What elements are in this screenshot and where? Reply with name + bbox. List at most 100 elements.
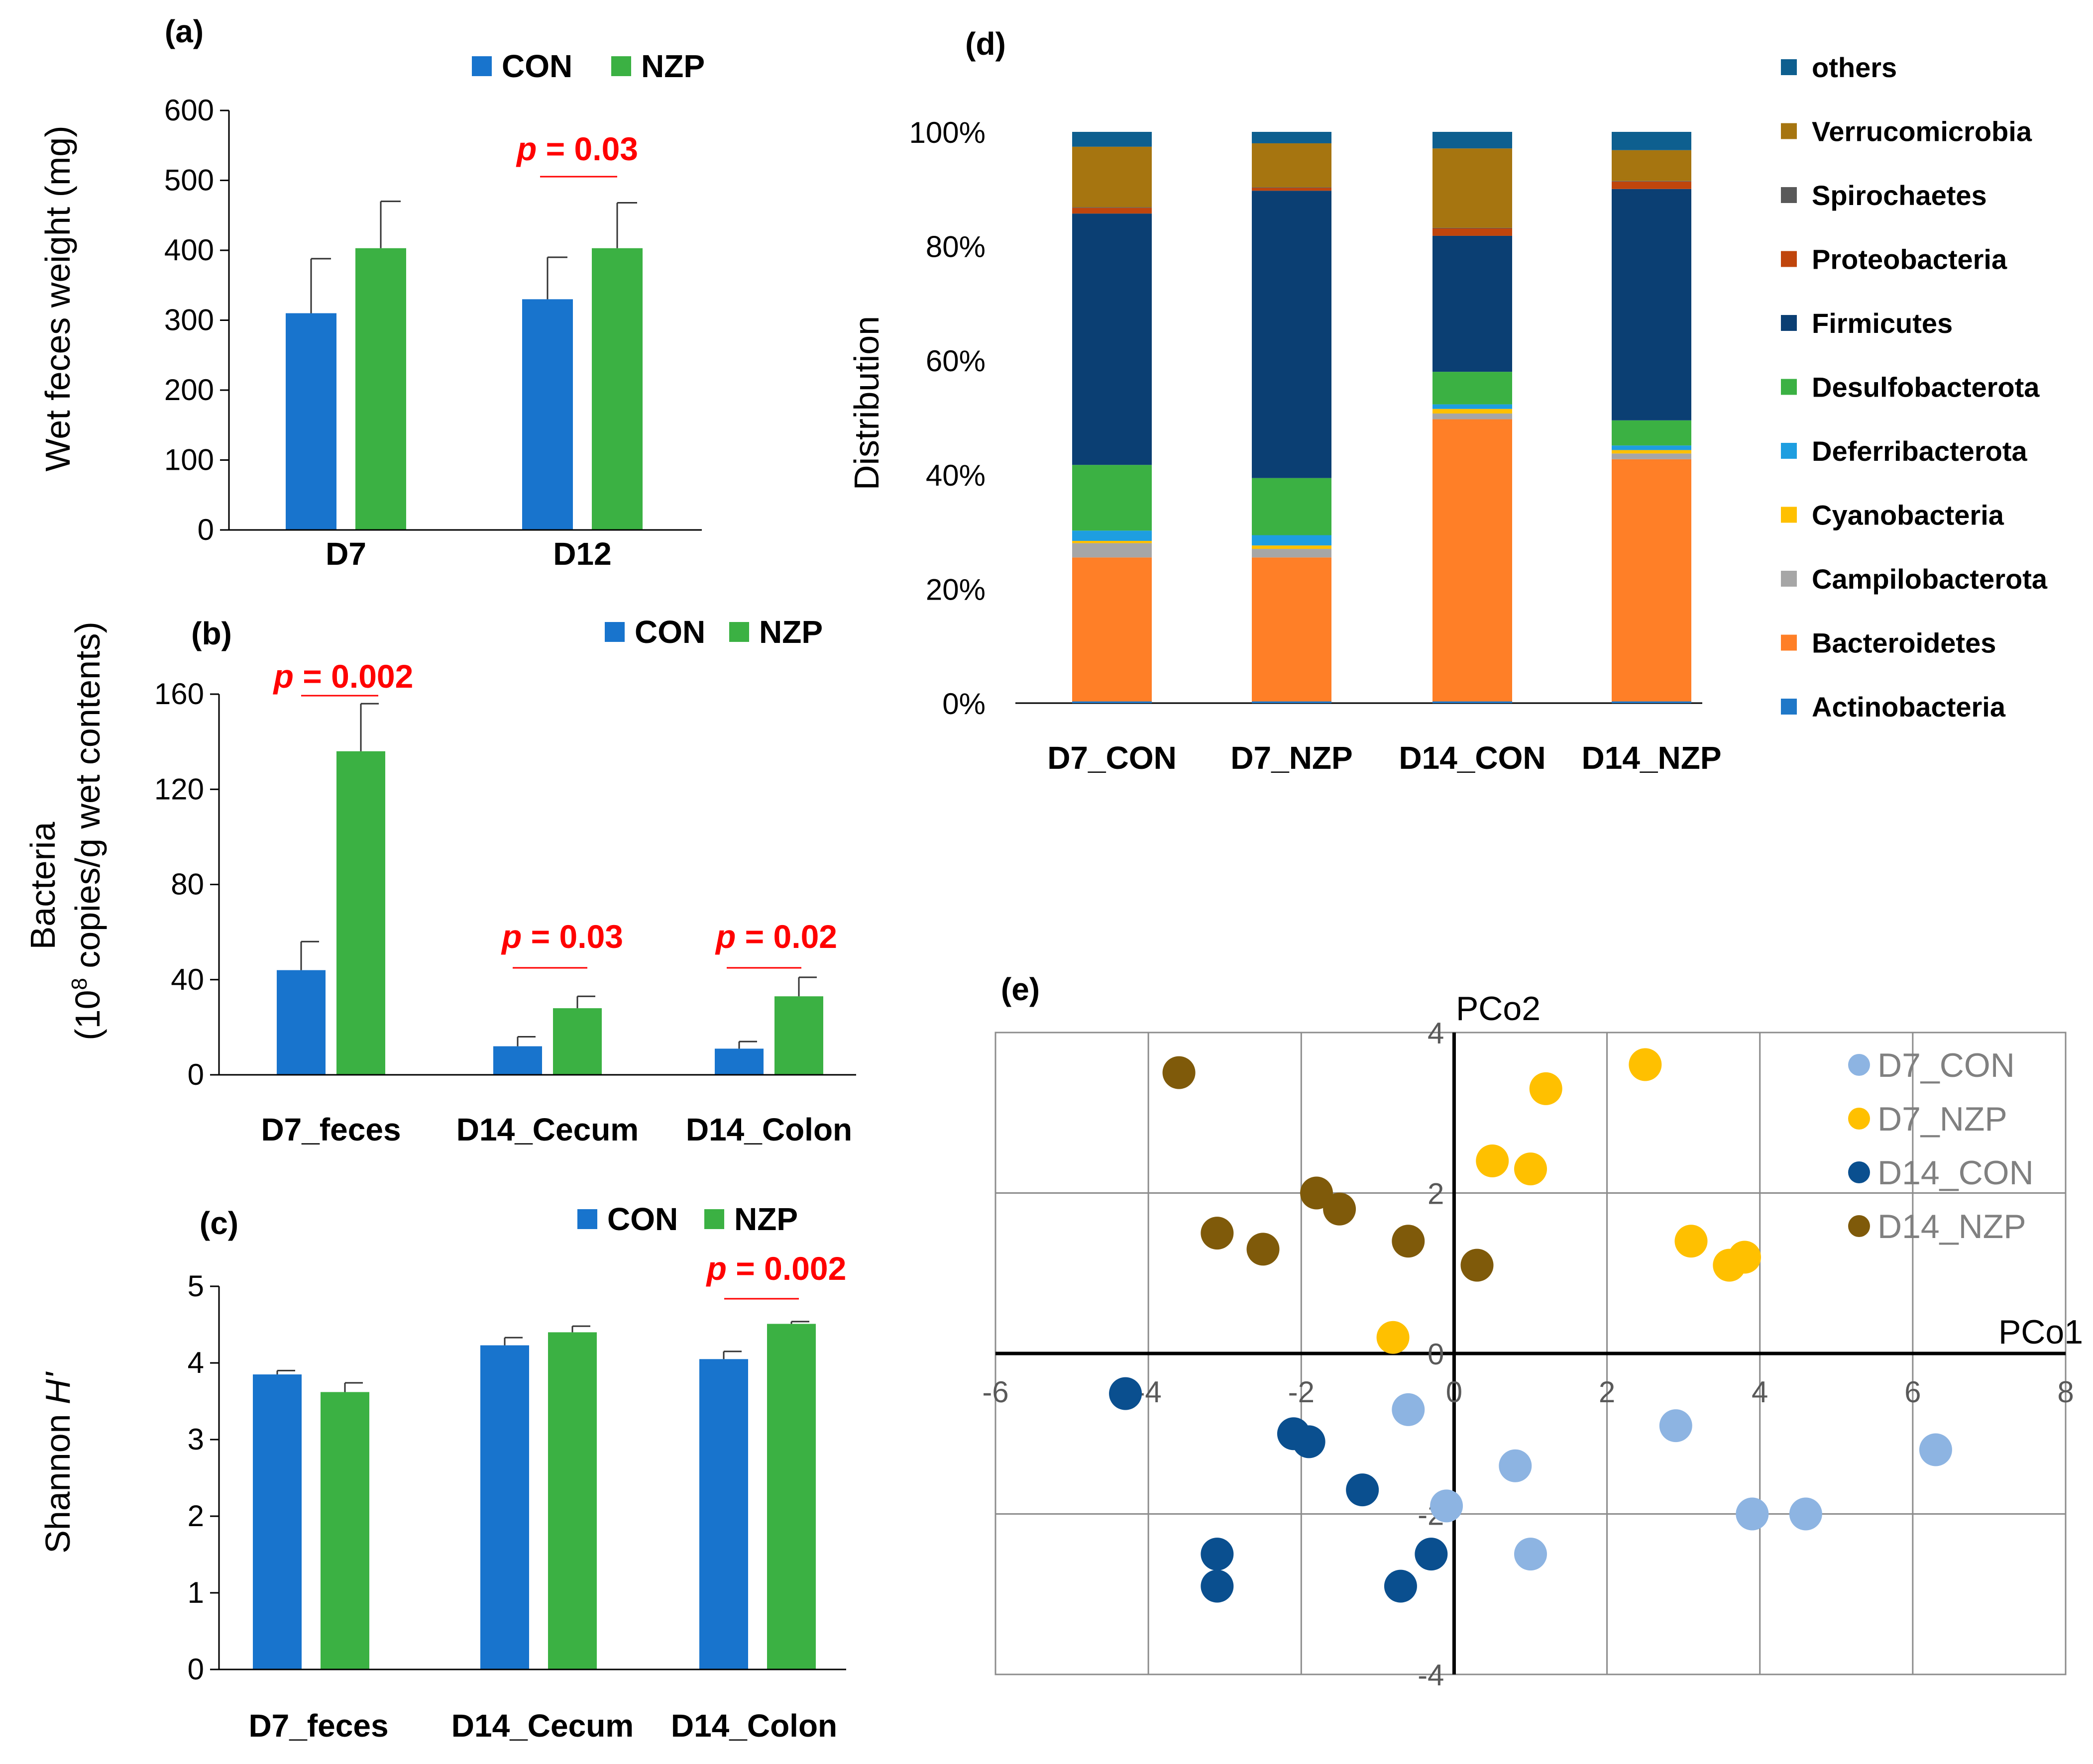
y-tick-label: 3 bbox=[188, 1423, 204, 1456]
stacked-segment-cyanobacteria bbox=[1432, 409, 1512, 414]
stacked-segment-verrucomicrobia bbox=[1432, 148, 1512, 228]
stacked-segment-proteobacteria bbox=[1432, 228, 1512, 236]
panel-c-bars bbox=[253, 1321, 816, 1669]
x-tick-label: 4 bbox=[1752, 1375, 1768, 1409]
legend-marker-d7-nzp bbox=[1848, 1108, 1870, 1130]
panel-d-stacked-bars bbox=[1072, 132, 1691, 703]
y-tick-label: 0 bbox=[188, 1058, 204, 1091]
panel-b-y-ticks: 0 40 80 120 160 bbox=[154, 677, 219, 1091]
point-d7-nzp bbox=[1674, 1225, 1708, 1258]
x-tick-label: 8 bbox=[2057, 1375, 2074, 1409]
legend-swatch-con bbox=[577, 1209, 597, 1229]
bar-nzp bbox=[592, 248, 643, 530]
stacked-segment-firmicutes bbox=[1072, 213, 1152, 465]
point-d14-con bbox=[1109, 1377, 1142, 1410]
bar-con bbox=[715, 1048, 764, 1075]
point-d7-con bbox=[1736, 1497, 1769, 1531]
legend-swatch-con bbox=[472, 56, 492, 76]
panel-c-xlabel-d7-feces: D7_feces bbox=[248, 1708, 388, 1744]
stacked-segment-campilobacterota bbox=[1612, 453, 1691, 459]
point-d14-con bbox=[1201, 1538, 1234, 1571]
legend-swatch-deferribacterota bbox=[1781, 443, 1797, 459]
legend-label-nzp: NZP bbox=[734, 1201, 798, 1237]
panel-d-x-labels: D7_CON D7_NZP D14_CON D14_NZP bbox=[1047, 740, 1721, 776]
sig-label-a-d12: p = 0.03 bbox=[516, 130, 638, 167]
legend-label-cyanobacteria: Cyanobacteria bbox=[1812, 500, 2004, 531]
panel-b-bacteria: (b) CON NZP Bacteria (108 copies/g wet c… bbox=[23, 614, 856, 1147]
panel-c-xlabel-d14-colon: D14_Colon bbox=[671, 1708, 837, 1744]
legend-marker-d7-con bbox=[1848, 1054, 1870, 1076]
stacked-segment-cyanobacteria bbox=[1252, 545, 1331, 549]
legend-label-con: CON bbox=[635, 614, 705, 650]
x-tick-label: -6 bbox=[982, 1375, 1008, 1409]
point-d7-nzp bbox=[1629, 1048, 1662, 1081]
panel-b-xlabel-d14-colon: D14_Colon bbox=[686, 1112, 852, 1147]
x-label-d14_nzp: D14_NZP bbox=[1582, 740, 1722, 776]
panel-a-x-labels: D7 D12 bbox=[326, 536, 612, 572]
point-d7-con bbox=[1430, 1489, 1463, 1523]
legend-swatch-proteobacteria bbox=[1781, 251, 1797, 267]
point-d14-nzp bbox=[1300, 1176, 1333, 1210]
panel-a-y-ticks: 0 100 200 300 400 500 600 bbox=[164, 94, 229, 546]
sig-label-b-colon: p = 0.02 bbox=[715, 918, 837, 955]
panel-a-xlabel-d12: D12 bbox=[553, 536, 611, 572]
stacked-segment-deferribacterota bbox=[1432, 404, 1512, 409]
y-tick-label: 2 bbox=[188, 1499, 204, 1533]
y-tick-label: 0% bbox=[942, 687, 986, 721]
x-label-d7_con: D7_CON bbox=[1047, 740, 1177, 776]
legend-label-d14-nzp: D14_NZP bbox=[1877, 1208, 2026, 1245]
point-d14-nzp bbox=[1460, 1248, 1494, 1282]
stacked-segment-firmicutes bbox=[1432, 235, 1512, 372]
stacked-segment-cyanobacteria bbox=[1612, 450, 1691, 454]
stacked-segment-proteobacteria bbox=[1612, 181, 1691, 189]
panel-b-y-axis-label-line2: (108 copies/g wet contents) bbox=[67, 622, 107, 1040]
bar-con bbox=[277, 970, 326, 1075]
y-tick-label: 600 bbox=[164, 94, 214, 127]
sig-label-c-colon: p = 0.002 bbox=[706, 1250, 847, 1287]
stacked-segment-others bbox=[1252, 132, 1331, 143]
legend-swatch-spirochaetes bbox=[1781, 187, 1797, 203]
legend-label-deferribacterota: Deferribacterota bbox=[1812, 435, 2027, 467]
point-d14-nzp bbox=[1162, 1056, 1196, 1089]
x-tick-label: -2 bbox=[1288, 1375, 1315, 1409]
panel-c-xlabel-d14-cecum: D14_Cecum bbox=[451, 1708, 634, 1744]
panel-a-significance: p = 0.03 bbox=[516, 130, 638, 178]
legend-swatch-con bbox=[605, 622, 625, 642]
y-tick-label: 4 bbox=[188, 1346, 204, 1379]
stacked-segment-verrucomicrobia bbox=[1252, 143, 1331, 188]
legend-label-others: others bbox=[1812, 52, 1897, 83]
y-tick-label: 20% bbox=[926, 573, 986, 606]
point-d14-nzp bbox=[1201, 1217, 1234, 1250]
legend-label-bacteroidetes: Bacteroidetes bbox=[1812, 627, 1996, 659]
stacked-segment-actinobacteria bbox=[1072, 701, 1152, 703]
legend-swatch-desulfobacterota bbox=[1781, 379, 1797, 395]
panel-d-y-axis-label: Distribution bbox=[847, 316, 886, 490]
point-d7-nzp bbox=[1514, 1152, 1547, 1186]
panel-a-xlabel-d7: D7 bbox=[326, 536, 366, 572]
panel-a-title: (a) bbox=[165, 13, 204, 49]
bar-con bbox=[699, 1359, 748, 1669]
panel-d-y-ticks: 0% 20% 40% 60% 80% 100% bbox=[909, 116, 986, 721]
stacked-segment-deferribacterota bbox=[1252, 535, 1331, 546]
y-tick-label: 0 bbox=[188, 1653, 204, 1686]
panel-d-legend: Actinobacteria Bacteroidetes Campilobacter… bbox=[1781, 52, 2048, 723]
stacked-segment-bacteroidetes bbox=[1072, 557, 1152, 702]
panel-e-title: (e) bbox=[1001, 971, 1040, 1007]
legend-marker-d14-con bbox=[1848, 1161, 1870, 1183]
point-d14-con bbox=[1292, 1425, 1325, 1458]
point-d7-con bbox=[1919, 1433, 1952, 1466]
y-tick-label: 500 bbox=[164, 164, 214, 197]
panel-b-title: (b) bbox=[191, 616, 232, 651]
panel-d-title: (d) bbox=[965, 26, 1006, 62]
legend-label-desulfobacterota: Desulfobacterota bbox=[1812, 372, 2040, 403]
point-d14-nzp bbox=[1246, 1233, 1280, 1266]
x-label-d7_nzp: D7_NZP bbox=[1230, 740, 1352, 776]
panel-b-bars bbox=[277, 703, 823, 1075]
bar-con bbox=[286, 313, 336, 530]
legend-swatch-others bbox=[1781, 59, 1797, 75]
point-d7-nzp bbox=[1529, 1072, 1562, 1105]
legend-swatch-campilobacterota bbox=[1781, 571, 1797, 587]
panel-c-y-ticks: 0 1 2 3 4 5 bbox=[188, 1269, 219, 1686]
panel-c-y-axis-label: Shannon H' bbox=[38, 1371, 77, 1554]
bar-nzp bbox=[774, 996, 823, 1075]
